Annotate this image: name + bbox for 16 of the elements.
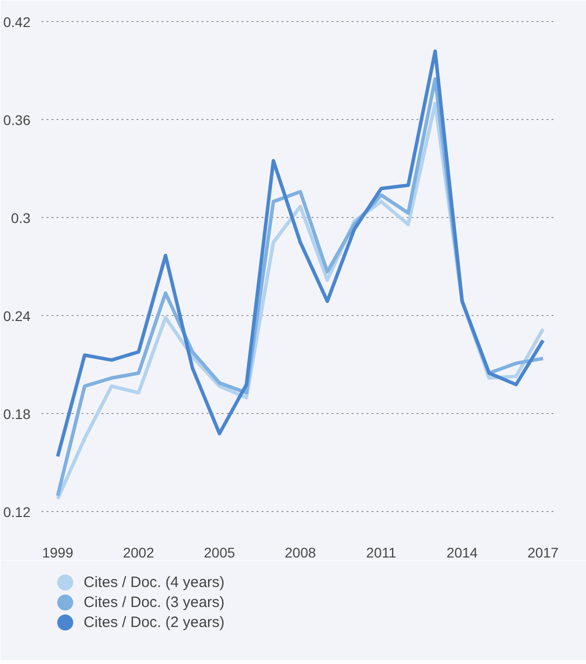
x-tick-label: 2008 (284, 544, 316, 560)
x-tick-label: 1999 (42, 544, 74, 560)
y-tick-label: 0.18 (3, 406, 31, 422)
y-tick-label: 0.24 (3, 308, 31, 324)
x-tick-label: 2005 (204, 544, 236, 560)
x-tick-label: 2002 (122, 544, 154, 560)
x-tick-label: 2011 (366, 544, 397, 560)
legend-label: Cites / Doc. (3 years) (84, 594, 225, 611)
y-tick-label: 0.12 (3, 504, 31, 520)
y-tick-label: 0.42 (3, 14, 31, 30)
y-tick-label: 0.3 (11, 210, 31, 226)
x-tick-label: 2017 (527, 544, 559, 560)
legend-label: Cites / Doc. (2 years) (84, 614, 225, 631)
y-tick-label: 0.36 (3, 112, 31, 128)
x-tick-label: 2014 (446, 544, 478, 560)
legend-label: Cites / Doc. (4 years) (84, 574, 225, 591)
